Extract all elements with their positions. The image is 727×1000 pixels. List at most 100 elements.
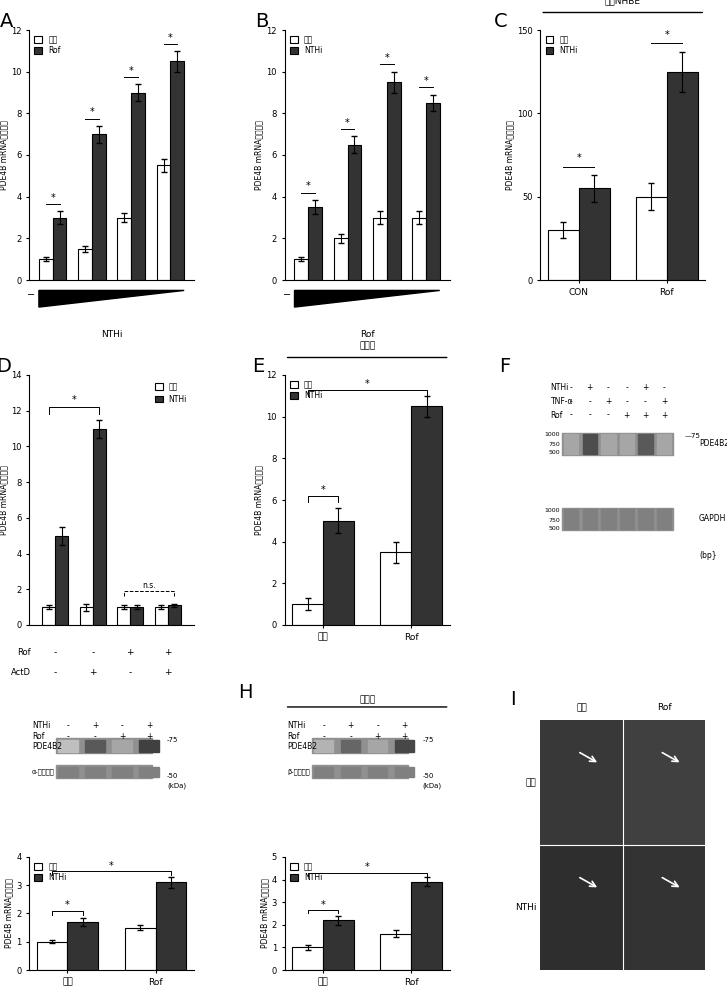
- Text: -: -: [54, 668, 57, 677]
- Bar: [157, 165, 170, 280]
- Text: +: +: [146, 732, 152, 741]
- Bar: [39, 259, 52, 280]
- Text: +: +: [401, 721, 408, 730]
- Y-axis label: PDE4B mRNA的相对量: PDE4B mRNA的相对量: [505, 120, 514, 190]
- Text: NTHi: NTHi: [32, 721, 50, 730]
- Bar: [294, 259, 308, 280]
- Text: -: -: [570, 410, 573, 420]
- Text: (bp}: (bp}: [699, 550, 717, 560]
- Text: -: -: [570, 383, 573, 392]
- Bar: [540, 720, 623, 845]
- Y-axis label: PDE4B mRNA的相对量: PDE4B mRNA的相对量: [0, 120, 8, 190]
- Bar: [170, 61, 184, 280]
- Bar: [55, 536, 68, 625]
- Bar: [92, 134, 105, 280]
- Text: 1000: 1000: [545, 508, 560, 512]
- Bar: [118, 218, 131, 280]
- Polygon shape: [39, 290, 184, 307]
- Legend: 对照, NTHi: 对照, NTHi: [152, 379, 190, 407]
- Bar: [168, 605, 181, 625]
- Bar: [638, 434, 653, 454]
- Bar: [155, 607, 168, 625]
- Text: *: *: [89, 107, 95, 117]
- Bar: [308, 207, 322, 280]
- Bar: [86, 767, 105, 777]
- Text: *: *: [345, 118, 350, 128]
- Bar: [656, 509, 671, 529]
- Text: -: -: [588, 410, 591, 420]
- Text: +: +: [374, 732, 381, 741]
- Text: -: -: [322, 732, 325, 741]
- Text: 小鼠肺: 小鼠肺: [359, 341, 375, 350]
- Bar: [156, 882, 187, 970]
- Bar: [373, 218, 387, 280]
- Bar: [656, 434, 671, 454]
- Bar: [368, 767, 387, 777]
- Text: +: +: [164, 648, 172, 657]
- Text: *: *: [424, 76, 428, 86]
- Text: -: -: [662, 383, 665, 392]
- Legend: 对照, NTHi: 对照, NTHi: [289, 861, 324, 883]
- Y-axis label: PDE4B mRNA的相对量: PDE4B mRNA的相对量: [0, 465, 8, 535]
- Text: α-微管蛋白: α-微管蛋白: [32, 768, 55, 775]
- Text: -: -: [94, 732, 97, 741]
- Bar: [130, 607, 143, 625]
- Bar: [93, 429, 106, 625]
- Text: (kDa): (kDa): [167, 782, 186, 789]
- Text: Rof: Rof: [550, 410, 563, 420]
- Bar: [564, 434, 579, 454]
- Text: H: H: [238, 683, 253, 702]
- Text: -: -: [67, 721, 70, 730]
- Bar: [619, 509, 634, 529]
- Bar: [638, 509, 653, 529]
- Bar: [380, 934, 411, 970]
- Text: *: *: [109, 861, 114, 871]
- Text: *: *: [385, 53, 389, 63]
- Legend: 对照, Rof: 对照, Rof: [33, 34, 62, 56]
- Text: +: +: [642, 410, 648, 420]
- Bar: [56, 765, 152, 778]
- Text: NTHi: NTHi: [101, 330, 122, 339]
- Bar: [36, 942, 68, 970]
- Bar: [334, 238, 348, 280]
- Y-axis label: PDE4B mRNA的相对量: PDE4B mRNA的相对量: [260, 879, 269, 948]
- Text: -50: -50: [167, 773, 178, 779]
- Bar: [582, 434, 597, 454]
- Text: 对照: 对照: [576, 704, 587, 712]
- Text: +: +: [661, 410, 667, 420]
- Text: NTHi: NTHi: [288, 721, 306, 730]
- Text: *: *: [50, 193, 55, 203]
- Bar: [80, 607, 93, 625]
- Text: A: A: [0, 12, 13, 31]
- Text: -: -: [570, 397, 573, 406]
- Bar: [564, 509, 579, 529]
- Bar: [292, 604, 323, 625]
- Bar: [348, 145, 361, 280]
- Text: *: *: [365, 862, 369, 872]
- Text: -: -: [121, 721, 124, 730]
- Text: B: B: [255, 12, 268, 31]
- Text: +: +: [587, 383, 593, 392]
- Text: D: D: [0, 357, 11, 376]
- Text: Rof: Rof: [32, 732, 44, 741]
- Bar: [113, 740, 132, 752]
- Text: −: −: [27, 290, 35, 300]
- Text: I: I: [510, 690, 516, 709]
- Text: Rof: Rof: [656, 704, 671, 712]
- Text: *: *: [168, 32, 173, 42]
- Bar: [411, 882, 442, 970]
- Bar: [395, 740, 414, 752]
- Legend: 对照, NTHi: 对照, NTHi: [544, 34, 579, 56]
- Y-axis label: PDE4B mRNA的相对量: PDE4B mRNA的相对量: [254, 465, 264, 535]
- Bar: [562, 508, 673, 530]
- Text: 初生NHBE: 初生NHBE: [605, 0, 640, 5]
- Text: -: -: [377, 721, 379, 730]
- Bar: [125, 928, 156, 970]
- Bar: [582, 509, 597, 529]
- Bar: [314, 740, 333, 752]
- Legend: 对照, NTHi: 对照, NTHi: [289, 379, 324, 401]
- Text: F: F: [499, 357, 510, 376]
- Text: +: +: [401, 732, 408, 741]
- Bar: [312, 738, 408, 753]
- Text: -: -: [607, 410, 610, 420]
